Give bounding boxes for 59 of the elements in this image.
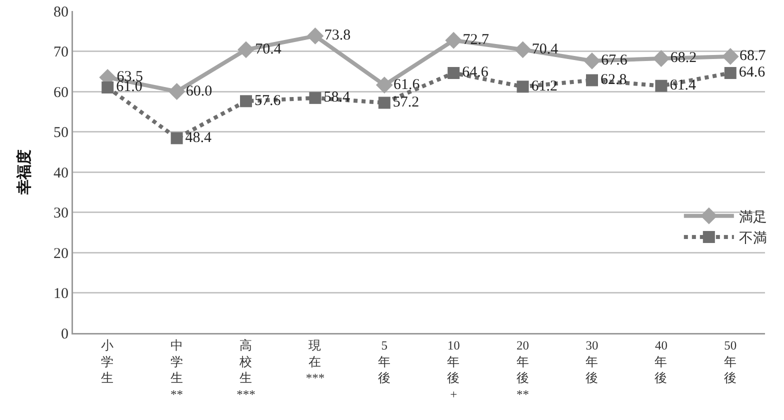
x-tick-label: 小学生 <box>101 338 114 385</box>
x-tick-label: 40年後 <box>654 338 668 385</box>
data-label: 61.4 <box>670 78 696 94</box>
x-tick-label: 高校生*** <box>236 338 256 402</box>
x-tick-label: 10年後+ <box>447 338 460 402</box>
point <box>309 92 322 104</box>
point <box>516 80 529 93</box>
y-tick-label: 0 <box>61 326 68 342</box>
y-tick-label: 70 <box>54 44 68 60</box>
data-label: 48.4 <box>185 130 212 146</box>
data-label: 68.2 <box>670 50 697 66</box>
y-tick-label: 50 <box>54 125 68 141</box>
x-tick-label: 現在*** <box>306 338 325 385</box>
x-tick-label: 20年後** <box>516 338 530 402</box>
data-label: 61.6 <box>394 76 420 93</box>
x-tick-label: 中学生** <box>170 338 184 402</box>
data-label: 57.2 <box>392 94 420 111</box>
data-label: 57.6 <box>254 92 282 109</box>
x-tick-label: 50年後 <box>724 338 737 385</box>
point <box>378 96 390 109</box>
data-label: 64.6 <box>462 64 489 81</box>
point <box>586 74 598 86</box>
data-label: 58.4 <box>324 90 350 106</box>
data-label: 61.2 <box>531 78 558 94</box>
x-tick-label: 30年後 <box>586 338 598 385</box>
y-tick-label: 60 <box>54 84 68 101</box>
point <box>170 132 183 144</box>
point <box>448 66 460 79</box>
point <box>514 41 532 58</box>
point <box>238 41 254 58</box>
y-tick-label: 80 <box>54 4 68 20</box>
data-label: 68.7 <box>740 48 766 64</box>
point <box>306 28 324 44</box>
point <box>724 66 736 79</box>
y-tick-label: 40 <box>54 165 68 182</box>
data-label: 72.7 <box>462 32 490 48</box>
data-label: 62.8 <box>600 72 627 88</box>
point <box>584 52 600 70</box>
data-label: 70.4 <box>532 41 559 58</box>
legend-label: 不満 <box>738 230 767 246</box>
data-label: 60.0 <box>186 83 212 100</box>
data-label: 64.6 <box>738 64 766 81</box>
point <box>445 32 462 49</box>
data-label: 73.8 <box>324 28 351 44</box>
y-tick-label: 10 <box>54 286 68 302</box>
y-tick-label: 30 <box>54 206 68 222</box>
x-tick-label: 5年後 <box>378 338 391 385</box>
point <box>655 80 668 92</box>
point <box>652 50 670 67</box>
point <box>102 81 114 94</box>
point <box>376 76 393 94</box>
y-tick-label: 20 <box>54 246 68 262</box>
data-label: 70.4 <box>255 41 282 58</box>
point <box>722 48 739 65</box>
point <box>240 95 252 108</box>
legend-label: 満足 <box>738 209 767 226</box>
y-axis-title: 幸福度 <box>15 150 33 196</box>
point <box>168 83 186 100</box>
data-label: 67.6 <box>601 52 628 69</box>
